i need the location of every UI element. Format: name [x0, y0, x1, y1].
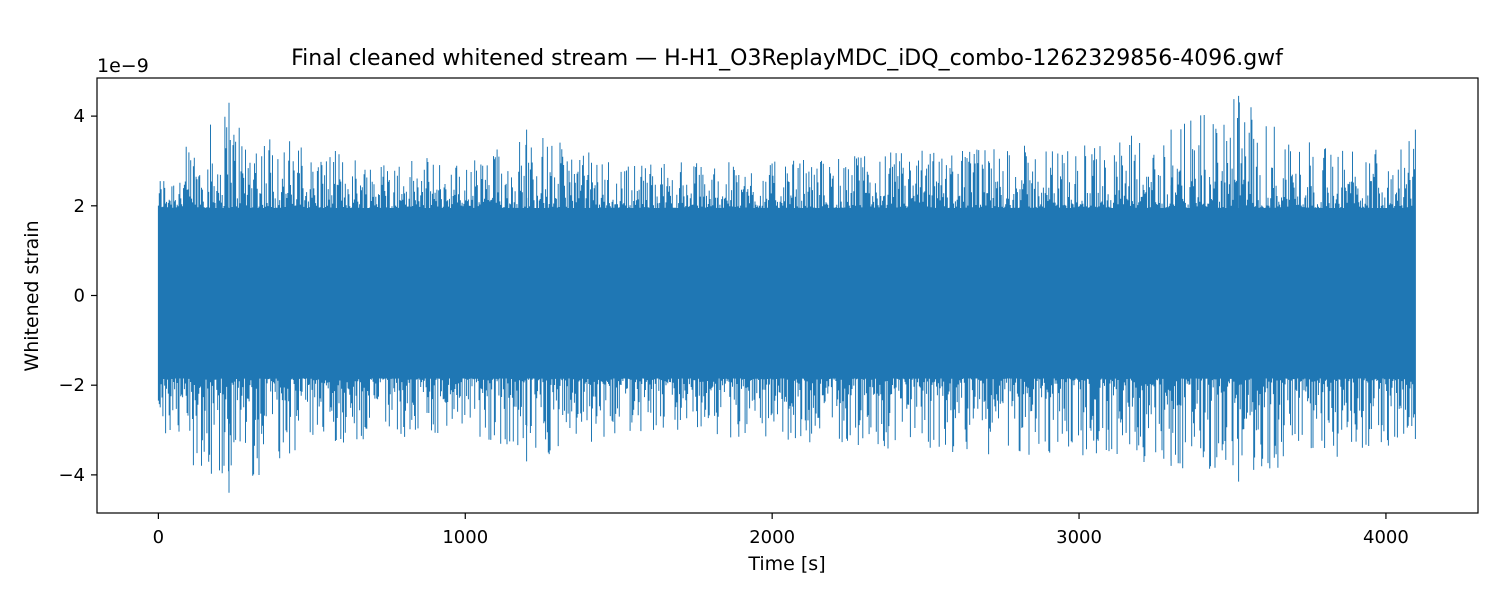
y-tick-label: 4 — [74, 106, 85, 127]
y-tick-label: 0 — [74, 286, 85, 307]
ticks-layer: 0 1000 2000 3000 4000 −4 −2 0 2 4 — [58, 106, 1408, 548]
strain-series-line — [157, 95, 1416, 493]
x-tick-label: 0 — [153, 527, 164, 548]
series-layer — [157, 95, 1416, 493]
y-axis-label: Whitened strain — [21, 220, 43, 371]
x-tick-label: 2000 — [749, 527, 795, 548]
y-tick-label: −4 — [58, 465, 85, 486]
y-offset-text: 1e−9 — [97, 55, 149, 77]
x-tick-label: 3000 — [1056, 527, 1102, 548]
chart-title: Final cleaned whitened stream — H-H1_O3R… — [291, 46, 1284, 71]
x-axis-label: Time [s] — [747, 553, 825, 575]
y-tick-label: 2 — [74, 196, 85, 217]
x-tick-label: 1000 — [442, 527, 488, 548]
y-tick-label: −2 — [58, 375, 85, 396]
x-tick-label: 4000 — [1363, 527, 1409, 548]
